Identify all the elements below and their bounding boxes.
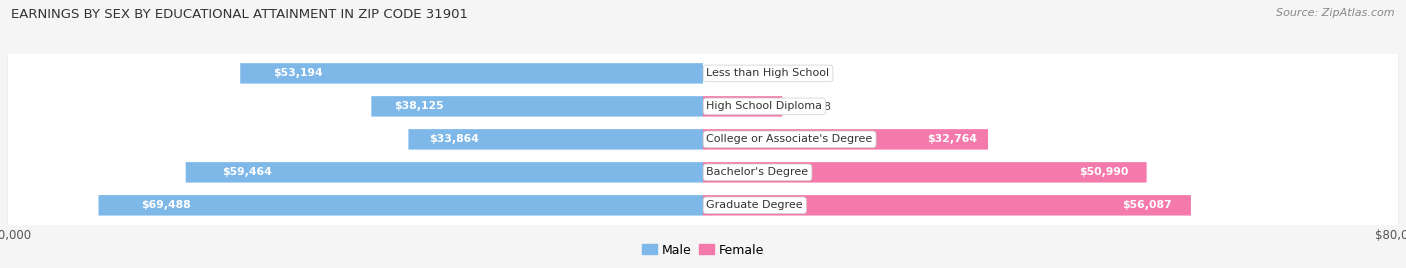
FancyBboxPatch shape xyxy=(7,0,1399,268)
FancyBboxPatch shape xyxy=(703,129,988,150)
Text: $32,764: $32,764 xyxy=(927,134,977,144)
FancyBboxPatch shape xyxy=(7,0,1399,268)
FancyBboxPatch shape xyxy=(703,96,782,117)
Text: $9,118: $9,118 xyxy=(793,101,831,111)
FancyBboxPatch shape xyxy=(703,162,1147,183)
FancyBboxPatch shape xyxy=(371,96,703,117)
FancyBboxPatch shape xyxy=(7,0,1399,268)
Text: $33,864: $33,864 xyxy=(429,134,479,144)
Text: $56,087: $56,087 xyxy=(1122,200,1171,210)
FancyBboxPatch shape xyxy=(240,63,703,84)
FancyBboxPatch shape xyxy=(703,195,1191,215)
FancyBboxPatch shape xyxy=(186,162,703,183)
Legend: Male, Female: Male, Female xyxy=(641,244,765,256)
Text: Bachelor's Degree: Bachelor's Degree xyxy=(706,167,808,177)
Text: $53,194: $53,194 xyxy=(273,68,322,79)
Text: Graduate Degree: Graduate Degree xyxy=(706,200,803,210)
Text: High School Diploma: High School Diploma xyxy=(706,101,823,111)
FancyBboxPatch shape xyxy=(98,195,703,215)
Text: Less than High School: Less than High School xyxy=(706,68,830,79)
FancyBboxPatch shape xyxy=(7,0,1399,268)
FancyBboxPatch shape xyxy=(7,0,1399,268)
Text: $0: $0 xyxy=(713,68,727,79)
FancyBboxPatch shape xyxy=(408,129,703,150)
Text: College or Associate's Degree: College or Associate's Degree xyxy=(706,134,873,144)
Text: $38,125: $38,125 xyxy=(395,101,444,111)
Text: $69,488: $69,488 xyxy=(141,200,190,210)
Text: $50,990: $50,990 xyxy=(1080,167,1129,177)
Text: EARNINGS BY SEX BY EDUCATIONAL ATTAINMENT IN ZIP CODE 31901: EARNINGS BY SEX BY EDUCATIONAL ATTAINMEN… xyxy=(11,8,468,21)
Text: $59,464: $59,464 xyxy=(222,167,271,177)
Text: Source: ZipAtlas.com: Source: ZipAtlas.com xyxy=(1277,8,1395,18)
